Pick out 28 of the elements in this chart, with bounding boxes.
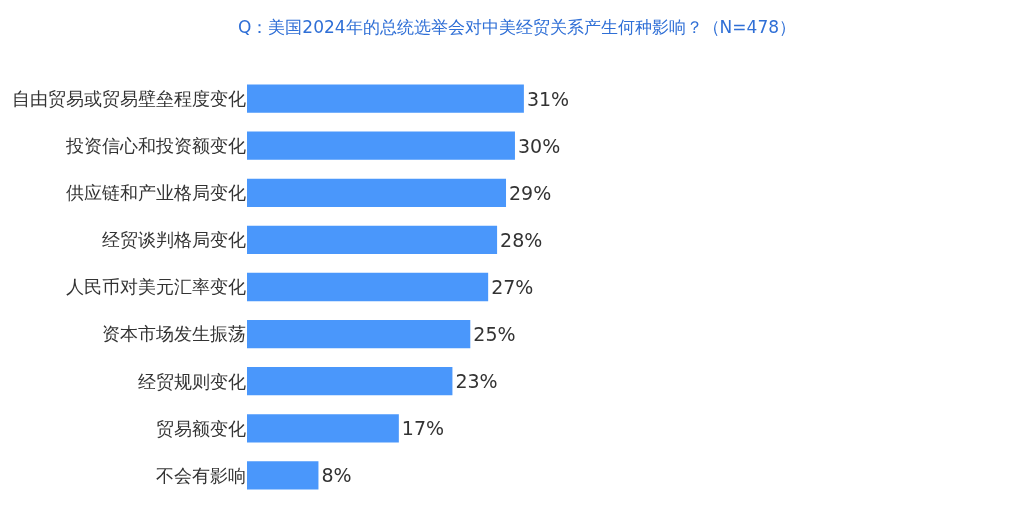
data-label: 25% xyxy=(473,323,516,346)
y-tick-label: 投资信心和投资额变化 xyxy=(65,134,246,156)
bar xyxy=(247,178,507,207)
y-tick-label: 人民币对美元汇率变化 xyxy=(66,276,246,298)
data-label: 17% xyxy=(401,417,445,440)
bar xyxy=(247,131,515,160)
data-label: 29% xyxy=(509,181,552,204)
data-label: 30% xyxy=(517,134,561,157)
bar xyxy=(247,461,319,490)
y-tick-label: 贸易额变化 xyxy=(156,417,246,439)
data-label: 31% xyxy=(526,87,570,110)
y-tick-label: 经贸规则变化 xyxy=(138,370,246,392)
bar xyxy=(247,225,498,255)
y-tick-label: 不会有影响 xyxy=(156,464,246,486)
data-label: 23% xyxy=(455,370,498,393)
bar xyxy=(247,272,489,302)
data-label: 28% xyxy=(500,228,543,251)
bar xyxy=(247,84,524,113)
y-tick-label: 供应链和产业格局变化 xyxy=(66,182,246,204)
data-label: 27% xyxy=(491,276,534,298)
chart-title: Q：美国2024年的总统选举会对中美经贸关系产生何种影响？（N=478） xyxy=(237,16,797,37)
bar xyxy=(247,319,471,349)
y-tick-label: 自由贸易或贸易壁垒程度变化 xyxy=(12,87,246,109)
y-tick-label: 资本市场发生振荡 xyxy=(102,323,246,345)
data-label: 8% xyxy=(321,464,352,487)
bar xyxy=(247,367,453,396)
y-tick-label: 经贸谈判格局变化 xyxy=(102,229,246,251)
bar xyxy=(247,414,399,443)
